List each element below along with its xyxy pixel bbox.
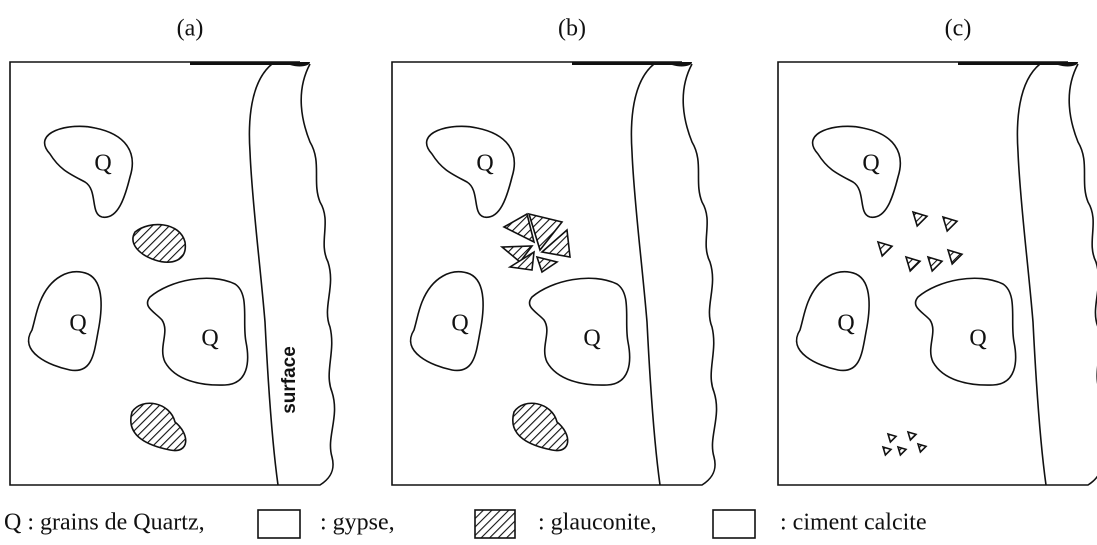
glauconite-fragment bbox=[906, 257, 920, 271]
inner-boundary bbox=[1017, 64, 1046, 485]
glauconite-fragment bbox=[948, 250, 962, 264]
legend-swatch-gypse bbox=[258, 510, 300, 538]
panel-label: (b) bbox=[558, 16, 586, 42]
surface-top bbox=[958, 62, 1078, 66]
legend-swatch-calcite bbox=[713, 510, 755, 538]
outer-boundary bbox=[301, 64, 334, 485]
legend-text: : gypse, bbox=[320, 510, 395, 536]
glauconite-fragment bbox=[878, 242, 892, 256]
glauconite bbox=[133, 225, 185, 263]
panel-border bbox=[778, 62, 1076, 485]
panel: (c) Q Q Q bbox=[778, 16, 1097, 486]
quartz-grain bbox=[427, 126, 515, 217]
legend-text: Q : grains de Quartz, bbox=[4, 510, 205, 536]
quartz-grain bbox=[147, 278, 247, 385]
panel-label: (a) bbox=[177, 16, 204, 42]
quartz-grain bbox=[45, 126, 133, 217]
grain-label: Q bbox=[969, 326, 986, 352]
quartz-grain bbox=[797, 272, 870, 371]
glauconite-fragment bbox=[928, 257, 942, 271]
quartz-grain bbox=[813, 126, 901, 217]
outer-boundary bbox=[683, 64, 716, 485]
grain-label: Q bbox=[69, 311, 86, 337]
quartz-grain bbox=[529, 278, 629, 385]
inner-boundary bbox=[249, 64, 278, 485]
legend: Q : grains de Quartz, : gypse, : glaucon… bbox=[4, 510, 927, 539]
outer-boundary bbox=[1069, 64, 1097, 485]
legend-text: : ciment calcite bbox=[780, 510, 927, 536]
diagram: (a) Q Q Qsurface (b) Q Q Q (c) Q Q Q Q : grains de … bbox=[0, 0, 1097, 545]
glauconite-fragment bbox=[908, 432, 916, 440]
glauconite-fragment bbox=[888, 434, 896, 442]
quartz-grain bbox=[915, 278, 1015, 385]
glauconite-fragment bbox=[898, 447, 906, 455]
grain-label: Q bbox=[451, 311, 468, 337]
glauconite bbox=[131, 403, 186, 450]
quartz-grain bbox=[411, 272, 484, 371]
surface-top bbox=[190, 62, 310, 66]
quartz-grain bbox=[29, 272, 102, 371]
glauconite-fragment bbox=[943, 217, 957, 231]
surface-top bbox=[572, 62, 692, 66]
glauconite-fragment bbox=[537, 257, 557, 272]
grain-label: Q bbox=[94, 151, 111, 177]
panel-label: (c) bbox=[945, 16, 972, 42]
glauconite-fragment bbox=[913, 212, 927, 226]
grain-label: Q bbox=[583, 326, 600, 352]
panel: (b) Q Q Q bbox=[392, 16, 717, 486]
grain-label: Q bbox=[476, 151, 493, 177]
grain-label: Q bbox=[862, 151, 879, 177]
inner-boundary bbox=[631, 64, 660, 485]
grain-label: Q bbox=[837, 311, 854, 337]
legend-text: : glauconite, bbox=[538, 510, 657, 536]
legend-swatch-glauconite bbox=[475, 510, 515, 538]
surface-label: surface bbox=[279, 346, 300, 414]
grain-label: Q bbox=[201, 326, 218, 352]
glauconite-fragment bbox=[883, 447, 891, 455]
glauconite-fragment bbox=[918, 444, 926, 452]
glauconite bbox=[513, 403, 568, 450]
